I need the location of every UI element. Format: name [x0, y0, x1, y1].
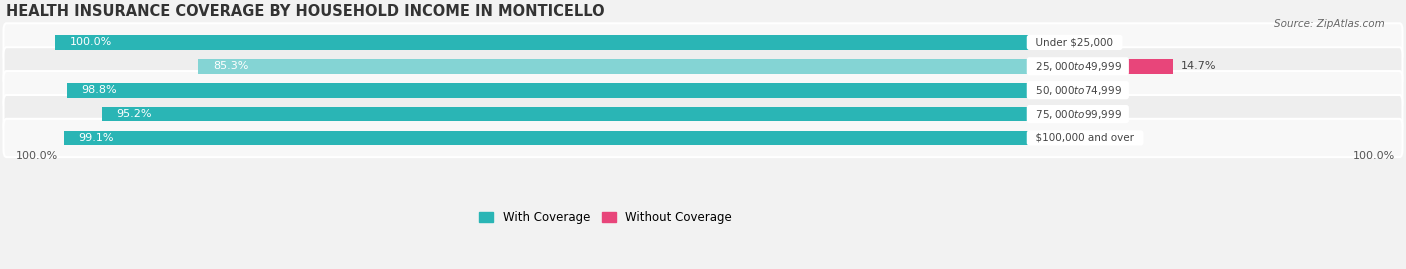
Legend: With Coverage, Without Coverage: With Coverage, Without Coverage [474, 207, 737, 229]
FancyBboxPatch shape [4, 71, 1402, 109]
Text: 0.92%: 0.92% [1046, 133, 1081, 143]
Text: 1.2%: 1.2% [1049, 85, 1077, 95]
Bar [55, 35, 1029, 50]
Text: Under $25,000: Under $25,000 [1029, 37, 1119, 47]
Text: 100.0%: 100.0% [70, 37, 112, 47]
Bar [198, 59, 1029, 74]
Text: 100.0%: 100.0% [1353, 151, 1395, 161]
Text: $50,000 to $74,999: $50,000 to $74,999 [1029, 84, 1126, 97]
FancyBboxPatch shape [4, 47, 1402, 85]
Bar [1029, 107, 1077, 122]
Bar [67, 83, 1029, 98]
Text: $75,000 to $99,999: $75,000 to $99,999 [1029, 108, 1126, 121]
FancyBboxPatch shape [4, 95, 1402, 133]
FancyBboxPatch shape [4, 23, 1402, 62]
Bar [63, 130, 1029, 145]
FancyBboxPatch shape [4, 119, 1402, 157]
Bar [1029, 83, 1040, 98]
Text: 85.3%: 85.3% [212, 61, 249, 71]
Text: 14.7%: 14.7% [1181, 61, 1216, 71]
Bar [1029, 130, 1038, 145]
Text: HEALTH INSURANCE COVERAGE BY HOUSEHOLD INCOME IN MONTICELLO: HEALTH INSURANCE COVERAGE BY HOUSEHOLD I… [7, 4, 605, 19]
Text: Source: ZipAtlas.com: Source: ZipAtlas.com [1274, 19, 1385, 29]
Text: 0.0%: 0.0% [1038, 37, 1066, 47]
Text: $25,000 to $49,999: $25,000 to $49,999 [1029, 60, 1126, 73]
Text: 95.2%: 95.2% [117, 109, 152, 119]
Text: 98.8%: 98.8% [82, 85, 117, 95]
Bar [1029, 59, 1173, 74]
Text: 100.0%: 100.0% [17, 151, 59, 161]
Text: $100,000 and over: $100,000 and over [1029, 133, 1140, 143]
Text: 4.9%: 4.9% [1085, 109, 1114, 119]
Bar [101, 107, 1029, 122]
Text: 99.1%: 99.1% [79, 133, 114, 143]
